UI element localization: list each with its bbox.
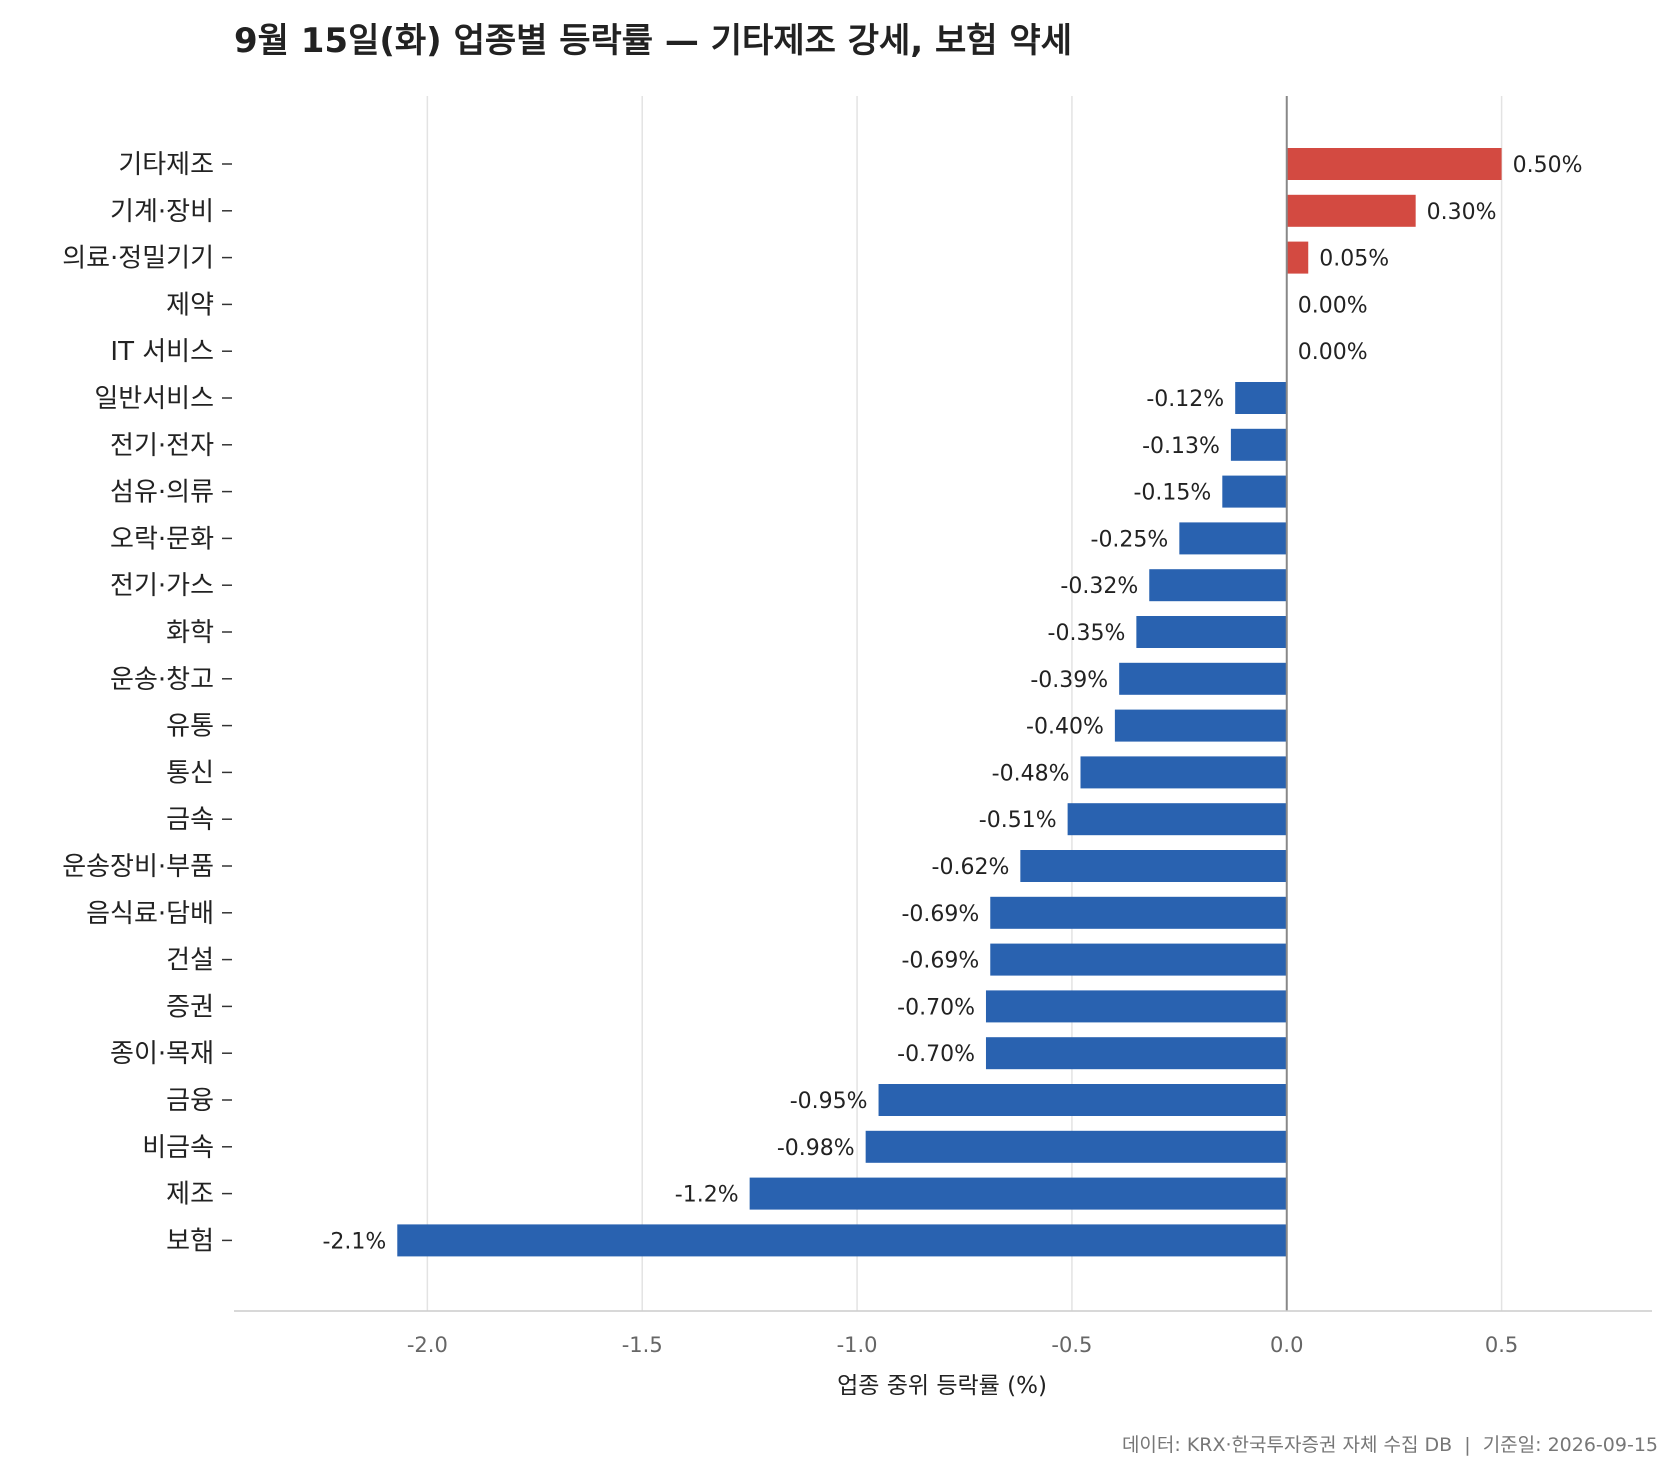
x-axis: -2.0 -1.5 -1.0 -0.5 0.0 0.5 (234, 1310, 1652, 1357)
category-label: 운송장비·부품 (62, 852, 214, 882)
bar (878, 1084, 1287, 1116)
value-label: -0.95% (790, 1089, 868, 1114)
value-label: -0.32% (1060, 574, 1138, 599)
grid-lines (426, 96, 1503, 1311)
bar (1179, 522, 1287, 555)
value-label: -1.2% (675, 1183, 739, 1208)
category-label: 유통 (166, 712, 214, 742)
x-tick-label: -1.0 (837, 1333, 878, 1357)
bar (1222, 475, 1287, 508)
category-label: 섬유·의류 (110, 478, 214, 508)
value-label: 0.00% (1298, 340, 1368, 365)
bar (1136, 616, 1287, 648)
source-note: 데이터: KRX·한국투자증권 자체 수집 DB | 기준일: 2026-09-… (1122, 1434, 1658, 1456)
bar (990, 896, 1287, 929)
bar (1149, 569, 1287, 602)
category-label: 기타제조 (118, 150, 214, 180)
bar (1286, 241, 1309, 274)
bar (397, 1224, 1287, 1257)
value-label: -0.13% (1142, 434, 1220, 459)
value-label: -0.51% (979, 808, 1057, 833)
category-label: 금융 (166, 1086, 214, 1116)
bar (985, 1037, 1287, 1070)
category-label: 음식료·담배 (86, 899, 214, 929)
category-label: IT 서비스 (110, 337, 214, 367)
bar (1286, 148, 1502, 180)
category-label: 운송·창고 (110, 665, 214, 695)
value-label: -0.98% (777, 1136, 855, 1161)
bar (1114, 709, 1287, 742)
bar (1067, 803, 1287, 836)
category-label: 전기·가스 (110, 571, 214, 601)
category-label: 비금속 (142, 1133, 214, 1163)
category-label: 화학 (166, 618, 214, 648)
x-tick-label: -1.5 (622, 1333, 663, 1357)
bar (865, 1130, 1287, 1163)
value-label: 0.00% (1298, 293, 1368, 318)
bar (985, 990, 1287, 1023)
category-label: 증권 (166, 992, 214, 1022)
value-label: -0.70% (897, 995, 975, 1020)
bar (1080, 756, 1287, 789)
x-tick-label: 0.5 (1485, 1333, 1518, 1357)
category-label: 금속 (166, 805, 214, 835)
category-label: 전기·전자 (110, 431, 214, 461)
category-label: 일반서비스 (94, 384, 214, 414)
value-label: -2.1% (322, 1229, 386, 1254)
category-label: 건설 (166, 946, 214, 976)
value-label: -0.70% (897, 1042, 975, 1067)
value-label: -0.39% (1030, 668, 1108, 693)
value-label: 0.05% (1319, 247, 1389, 272)
x-axis-label: 업종 중위 등락률 (%) (837, 1373, 1047, 1399)
value-label: -0.12% (1146, 387, 1224, 412)
category-label: 보험 (166, 1226, 214, 1256)
category-label: 의료·정밀기기 (62, 244, 214, 274)
value-label: -0.69% (901, 902, 979, 927)
category-label: 제조 (166, 1180, 214, 1210)
value-label: -0.69% (901, 949, 979, 974)
value-label: -0.62% (932, 855, 1010, 880)
value-label: 0.30% (1427, 200, 1497, 225)
chart-title: 9월 15일(화) 업종별 등락률 — 기타제조 강세, 보험 약세 (234, 21, 1072, 61)
value-label: -0.35% (1048, 621, 1126, 646)
bar (1020, 850, 1287, 882)
category-label: 통신 (166, 758, 214, 788)
bar (749, 1177, 1287, 1210)
bar (1230, 428, 1287, 461)
bar (1119, 662, 1287, 695)
category-label: 제약 (166, 290, 214, 320)
x-tick-label: 0.0 (1270, 1333, 1303, 1357)
value-label: -0.40% (1026, 715, 1104, 740)
bars (397, 148, 1502, 1257)
x-tick-label: -0.5 (1051, 1333, 1092, 1357)
bar (990, 943, 1287, 976)
category-label: 기계·장비 (110, 197, 214, 227)
value-label: -0.15% (1133, 481, 1211, 506)
bar (1235, 382, 1287, 414)
x-tick-label: -2.0 (407, 1333, 448, 1357)
category-label: 종이·목재 (110, 1039, 214, 1069)
bar (1286, 194, 1416, 227)
value-label: -0.48% (992, 761, 1070, 786)
category-label: 오락·문화 (110, 524, 214, 554)
value-labels: 0.50% 0.30% 0.05% 0.00% 0.00% -0.12% -0.13% -0.… (322, 153, 1582, 1254)
value-label: -0.25% (1091, 527, 1169, 552)
value-label: 0.50% (1513, 153, 1583, 178)
